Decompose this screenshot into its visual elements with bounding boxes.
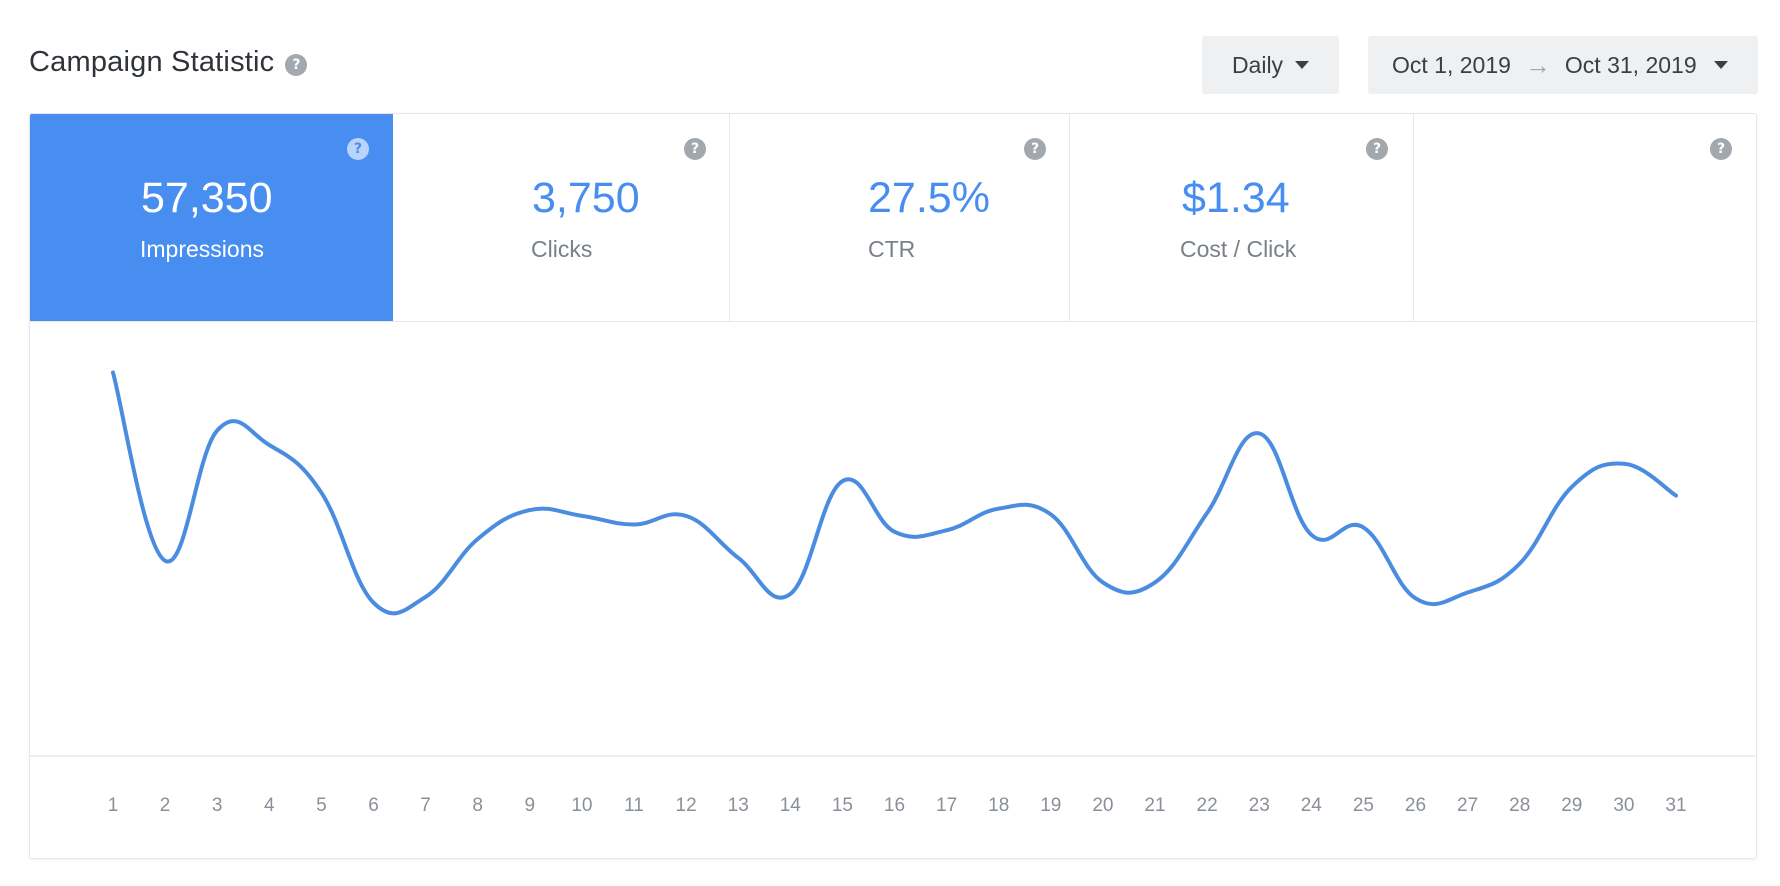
statistics-card: ? 57,350 Impressions ? 3,750 Clicks ? 27… [29,113,1757,859]
chart-canvas: 1 2 3 4 5 6 7 8 9 10 11 12 13 14 15 16 17 18 19 20 21 22 23 24 2… [30,370,1756,816]
date-end: Oct 31, 2019 [1564,51,1697,78]
x-tick-label: 30 [1613,795,1634,816]
x-tick-label: 17 [936,795,957,816]
stat-value: 57,350 [141,174,273,222]
x-tick-label: 12 [676,795,697,816]
stats-row: ? 57,350 Impressions ? 3,750 Clicks ? 27… [30,114,1756,322]
stat-label: Cost / Click [1180,236,1297,262]
help-icon[interactable]: ? [285,53,308,76]
stat-label: Clicks [531,236,593,262]
x-tick-label: 10 [571,795,592,816]
x-tick-label: 2 [160,795,171,816]
help-icon[interactable]: ? [347,138,369,160]
help-icon[interactable]: ? [684,138,706,160]
stat-tab-ctr[interactable]: ? 27.5% CTR [730,114,1070,321]
stat-tab-cost-per-click[interactable]: ? $1.34 Cost / Click [1070,114,1414,321]
line-chart: 1 2 3 4 5 6 7 8 9 10 11 12 13 14 15 16 17 18 19 20 21 22 23 24 2… [30,322,1756,858]
date-start: Oct 1, 2019 [1392,51,1511,78]
x-tick-label: 11 [624,795,644,816]
stat-tab-empty[interactable]: ? [1414,114,1756,321]
caret-down-icon [1713,61,1728,69]
arrow-right-icon: → [1524,49,1551,80]
stat-tab-clicks[interactable]: ? 3,750 Clicks [393,114,730,321]
stat-label: Impressions [140,236,264,262]
stat-value: $1.34 [1182,174,1290,222]
interval-label: Daily [1231,51,1284,78]
x-tick-label: 23 [1249,795,1270,816]
x-tick-label: 20 [1092,795,1113,816]
x-tick-label: 25 [1353,795,1374,816]
title-group: Campaign Statistic ? [29,46,308,79]
x-tick-label: 27 [1457,795,1478,816]
x-tick-label: 8 [472,795,483,816]
x-tick-label: 13 [728,795,749,816]
x-tick-label: 28 [1509,795,1530,816]
stat-tab-impressions[interactable]: ? 57,350 Impressions [30,114,393,321]
x-tick-label: 5 [316,795,327,816]
x-tick-label: 19 [1040,795,1061,816]
date-range-picker[interactable]: Oct 1, 2019 → Oct 31, 2019 [1368,36,1758,94]
x-tick-label: 7 [420,795,431,816]
x-tick-label: 29 [1561,795,1582,816]
x-tick-label: 14 [780,795,802,816]
page-title: Campaign Statistic [29,46,275,78]
help-icon[interactable]: ? [1366,138,1388,160]
x-tick-label: 16 [884,795,905,816]
x-tick-label: 6 [368,795,379,816]
x-tick-label: 24 [1301,795,1323,816]
x-tick-label: 31 [1665,795,1686,816]
x-tick-label: 22 [1197,795,1218,816]
stat-value: 3,750 [532,174,640,222]
x-axis-ticks: 1 2 3 4 5 6 7 8 9 10 11 12 13 14 15 16 17 18 19 20 21 22 23 24 2… [108,795,1687,816]
help-icon[interactable]: ? [1710,138,1732,160]
series-line [111,370,1678,616]
interval-dropdown[interactable]: Daily [1202,36,1339,94]
x-tick-label: 15 [832,795,853,816]
x-tick-label: 18 [988,795,1009,816]
x-tick-label: 21 [1144,795,1165,816]
stat-label: CTR [868,236,916,262]
caret-down-icon [1295,61,1310,69]
header: Campaign Statistic ? Daily Oct 1, 2019 →… [29,36,1758,94]
x-tick-label: 1 [108,795,119,816]
x-tick-label: 9 [525,795,536,816]
stat-value: 27.5% [868,174,990,222]
x-tick-label: 4 [264,795,275,816]
x-tick-label: 26 [1405,795,1426,816]
help-icon[interactable]: ? [1024,138,1046,160]
x-tick-label: 3 [212,795,223,816]
